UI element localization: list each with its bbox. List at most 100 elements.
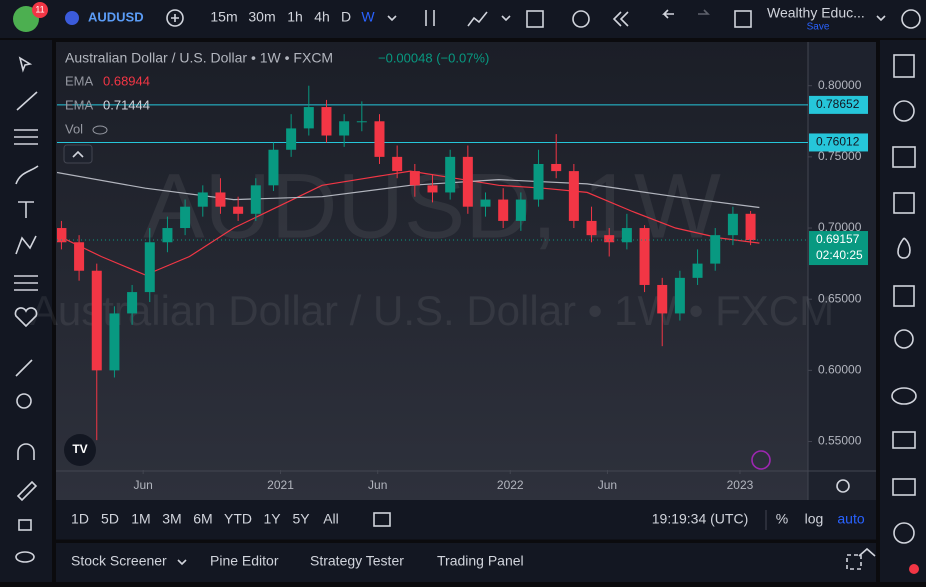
lock-drawing-tool[interactable] [16,480,38,502]
candles-icon[interactable] [425,10,435,26]
measure-tool[interactable] [15,359,33,377]
candle-body [692,263,703,278]
interval[interactable]: 15m [210,9,237,25]
select-icon[interactable] [734,10,752,28]
calendar-icon[interactable] [893,285,915,307]
pattern-tool[interactable] [15,235,37,255]
text-tool[interactable] [18,201,34,218]
magnet-tool[interactable] [17,443,35,460]
range-button[interactable]: 1D [71,511,89,527]
chevron[interactable] [876,15,886,22]
panel-tab[interactable]: Pine Editor [210,553,279,569]
range-button[interactable]: 5D [101,511,119,527]
layout-icon[interactable] [526,10,544,28]
candle-body [639,228,650,285]
hotlists-icon[interactable] [897,237,911,259]
forecast-tool[interactable] [14,275,38,291]
legend-value: 0.68944 [103,73,150,88]
candle-body [445,156,456,193]
messages-icon[interactable] [892,478,916,496]
layout-name[interactable]: Wealthy Educ... [767,5,865,21]
cursor-tool[interactable] [18,56,33,73]
legend-name: EMA [65,73,94,88]
y-tick-label: 0.80000 [818,78,862,92]
collapse-legend[interactable] [63,144,93,164]
chevron[interactable] [387,15,397,22]
indicators-icon[interactable] [467,11,488,27]
y-tick-label: 0.65000 [818,291,862,305]
collapse-icon [72,150,84,158]
interval[interactable]: 1h [287,9,303,25]
alert-icon[interactable] [572,10,590,28]
chevron[interactable] [501,15,511,22]
price-label: 0.76012 [816,135,860,149]
auto-toggle[interactable]: auto [837,511,864,527]
hidden-icon[interactable] [92,125,108,135]
interval[interactable]: W [361,9,375,25]
fib-tool[interactable] [14,129,38,145]
candle-body [498,199,509,221]
percent-toggle[interactable]: % [776,511,788,527]
line-tool[interactable] [16,91,38,111]
range-button[interactable]: YTD [224,511,252,527]
add-icon[interactable] [166,9,184,27]
range-button[interactable]: 5Y [292,511,310,527]
last-price-box [809,231,868,266]
favorites-tool[interactable] [14,307,38,328]
watchlist-icon[interactable] [893,54,915,78]
news-icon[interactable] [892,146,916,168]
range-button[interactable]: 6M [193,511,212,527]
legend-value: 0.71444 [103,97,150,112]
data-window-icon[interactable] [893,192,915,214]
candle-body [551,163,562,172]
interval[interactable]: 4h [314,9,330,25]
price-axis [808,42,876,500]
brush-tool[interactable] [15,165,39,185]
range-button[interactable]: 1Y [263,511,281,527]
date-range-icon[interactable] [373,512,391,527]
maximize-icon[interactable] [846,554,862,570]
help-icon[interactable] [893,522,915,544]
symbol[interactable]: AUDUSD [88,9,144,24]
lock-tool[interactable] [18,519,32,531]
legend-name: EMA [65,97,94,112]
collapse-panel-icon[interactable] [858,547,876,557]
range-button[interactable]: 3M [162,511,181,527]
chats-icon[interactable] [891,387,917,405]
chevron[interactable] [177,559,187,566]
alerts-icon[interactable] [893,100,915,122]
candle-body [339,121,350,136]
candle-body [710,235,721,264]
zoom-tool[interactable] [16,393,32,409]
candle-body [303,107,314,129]
save[interactable]: Save [807,22,830,33]
range-button[interactable]: All [323,511,339,527]
tv-logo-mark: TV [72,442,87,456]
undo-icon[interactable] [662,9,674,19]
panel-tab[interactable]: Stock Screener [71,553,167,569]
tv-logo[interactable] [64,434,96,466]
clock: 19:19:34 (UTC) [652,511,748,527]
range-button[interactable]: 1M [131,511,150,527]
interval[interactable]: 30m [248,9,275,25]
panel-tab[interactable]: Strategy Tester [310,553,404,569]
candle-body [74,242,85,271]
ideas-icon[interactable] [894,329,914,349]
candle-body [745,213,756,241]
event-marker[interactable] [751,450,771,470]
right-sidebar [880,40,926,582]
chart-title: Australian Dollar / U.S. Dollar • 1W • F… [65,50,333,66]
interval[interactable]: D [341,9,351,25]
replay-icon[interactable] [612,11,629,27]
watermark-symbol: AUDUSD, 1W [143,155,721,257]
settings-icon[interactable] [836,479,850,493]
log-toggle[interactable]: log [805,511,824,527]
panel-tab[interactable]: Trading Panel [437,553,524,569]
candle-body [268,149,279,186]
search-icon[interactable] [901,9,921,29]
badge [32,2,48,18]
hide-tool[interactable] [15,551,35,563]
streams-icon[interactable] [892,431,916,449]
candle-body [144,242,155,293]
